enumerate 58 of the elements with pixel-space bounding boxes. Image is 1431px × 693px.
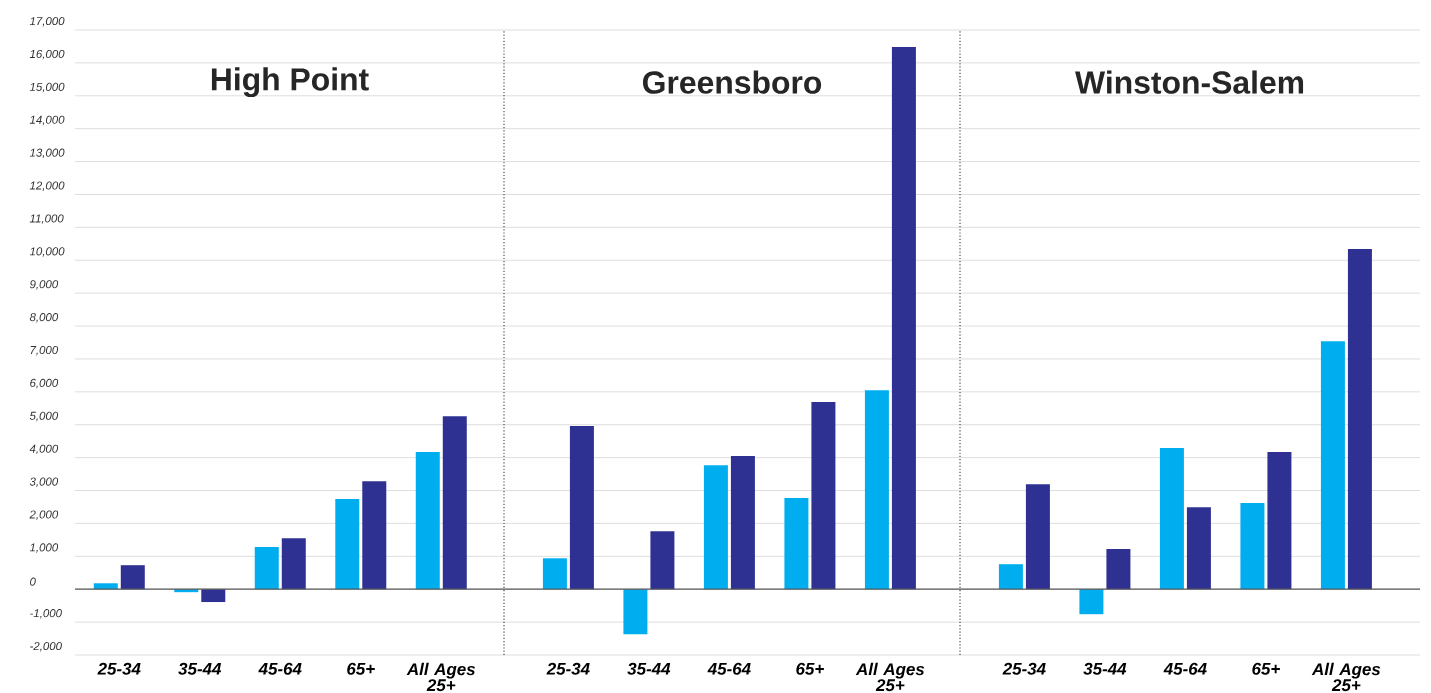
- y-tick-label: 17,000: [29, 17, 65, 27]
- x-tick-label: 25-34: [97, 662, 141, 675]
- x-tick-label: 65+: [1252, 662, 1280, 675]
- text: Greensboro: [642, 70, 822, 94]
- bar: [1159, 448, 1184, 590]
- bar: [1267, 452, 1292, 590]
- y-tick-label: 16,000: [29, 49, 65, 60]
- y-tick-label: -1,000: [30, 609, 62, 619]
- x-tick-label: 45-64: [707, 662, 751, 675]
- x-tick-label: 25-34: [1002, 662, 1046, 675]
- bar: [998, 564, 1023, 590]
- y-tick-label: -2,000: [30, 642, 62, 652]
- y-tick-label: 6,000: [30, 378, 59, 389]
- x-tick-label: All Ages 25+: [1311, 662, 1381, 692]
- x-tick-label: 35-44: [1083, 662, 1127, 675]
- y-tick-label: 4,000: [29, 444, 59, 455]
- bar: [623, 589, 648, 635]
- y-tick-label: 10,000: [29, 247, 65, 257]
- bar: [650, 531, 675, 590]
- x-tick-label: All Ages 25+: [406, 662, 476, 692]
- bar: [542, 558, 567, 590]
- x-tick-label: 45-64: [258, 662, 302, 675]
- y-tick-label: 2,000: [29, 510, 59, 520]
- x-tick-label: 35-44: [627, 662, 671, 675]
- y-tick-label: 5,000: [29, 411, 59, 422]
- y-tick-label: 12,000: [29, 181, 65, 191]
- x-tick-label: 35-44: [178, 662, 222, 675]
- bar: [569, 426, 594, 590]
- x-tick-label: 65+: [347, 662, 375, 675]
- bar: [891, 47, 916, 590]
- y-tick-label: 9,000: [29, 280, 59, 290]
- bar: [730, 455, 755, 590]
- y-tick-label: 14,000: [29, 115, 65, 126]
- y-tick-label: 0: [30, 577, 36, 586]
- y-tick-label: 1,000: [29, 543, 59, 553]
- y-tick-label: 7,000: [30, 345, 59, 356]
- y-tick-label: 15,000: [29, 82, 65, 93]
- bar: [703, 465, 728, 590]
- x-tick-label: 25-34: [546, 662, 590, 675]
- text: High Point: [211, 67, 369, 98]
- y-tick-label: 8,000: [29, 313, 59, 323]
- bar: [784, 498, 809, 590]
- bar: [1320, 341, 1345, 590]
- bar: [864, 390, 889, 590]
- bar: [1079, 589, 1104, 615]
- bar: [1186, 507, 1211, 590]
- bar: [811, 402, 836, 590]
- text: Winston-Salem: [1075, 70, 1304, 94]
- bar: [1347, 249, 1372, 590]
- bar: [1240, 503, 1265, 590]
- x-tick-label: 65+: [796, 662, 824, 675]
- x-tick-label: 45-64: [1163, 662, 1207, 675]
- y-tick-label: 3,000: [29, 477, 59, 488]
- x-tick-label: All Ages 25+: [855, 662, 925, 692]
- bar: [1106, 549, 1131, 590]
- y-tick-label: 11,000: [29, 214, 64, 224]
- y-tick-label: 13,000: [29, 148, 65, 159]
- bar: [1025, 484, 1050, 590]
